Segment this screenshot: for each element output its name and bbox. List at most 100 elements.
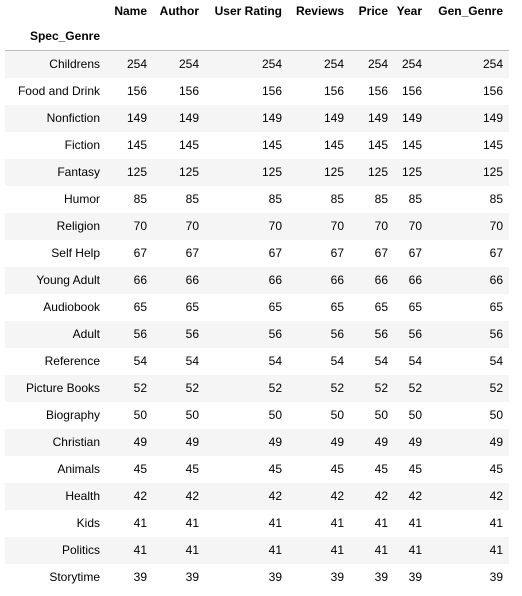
table-cell: 149 <box>178 111 199 125</box>
table-cell: 70 <box>330 219 344 233</box>
table-cell: 70 <box>133 219 147 233</box>
table-cell: 85 <box>133 192 147 206</box>
column-header-price: Price <box>358 4 388 18</box>
table-cell: 254 <box>367 57 388 71</box>
table-cell: 56 <box>185 327 199 341</box>
table-cell: 54 <box>489 354 503 368</box>
table-cell: 41 <box>489 516 503 530</box>
table-cell: 67 <box>268 246 282 260</box>
table-cell: 41 <box>185 516 199 530</box>
table-cell: 41 <box>185 543 199 557</box>
table-cell: 45 <box>489 462 503 476</box>
table-cell: 50 <box>489 408 503 422</box>
table-cell: 49 <box>374 435 388 449</box>
table-cell: 66 <box>489 273 503 287</box>
table-cell: 54 <box>185 354 199 368</box>
row-index-label: Humor <box>63 192 100 206</box>
table-cell: 52 <box>489 381 503 395</box>
column-header-author: Author <box>159 4 199 18</box>
table-cell: 254 <box>401 57 422 71</box>
table-cell: 39 <box>489 570 503 584</box>
table-cell: 65 <box>133 300 147 314</box>
column-header-year: Year <box>396 4 422 18</box>
row-index-label: Health <box>65 489 100 503</box>
table-cell: 39 <box>133 570 147 584</box>
table-row: Fantasy 125 125 125 125 125 125 125 <box>5 159 509 186</box>
table-cell: 67 <box>408 246 422 260</box>
table-cell: 50 <box>185 408 199 422</box>
table-cell: 67 <box>185 246 199 260</box>
table-cell: 52 <box>185 381 199 395</box>
table-cell: 52 <box>408 381 422 395</box>
row-index-label: Biography <box>45 408 100 422</box>
table-cell: 125 <box>323 165 344 179</box>
table-cell: 145 <box>126 138 147 152</box>
table-cell: 49 <box>185 435 199 449</box>
table-row: Health 42 42 42 42 42 42 42 <box>5 483 509 510</box>
table-cell: 39 <box>374 570 388 584</box>
table-cell: 149 <box>482 111 503 125</box>
index-corner-cell <box>5 0 106 22</box>
row-index-label: Nonfiction <box>46 111 100 125</box>
table-cell: 49 <box>408 435 422 449</box>
table-cell: 39 <box>330 570 344 584</box>
table-cell: 49 <box>268 435 282 449</box>
row-index-label: Young Adult <box>36 273 100 287</box>
column-header-reviews: Reviews <box>295 4 344 18</box>
table-cell: 65 <box>330 300 344 314</box>
table-cell: 41 <box>408 516 422 530</box>
table-cell: 39 <box>268 570 282 584</box>
table-cell: 52 <box>374 381 388 395</box>
table-row: Nonfiction 149 149 149 149 149 149 149 <box>5 105 509 132</box>
table-cell: 85 <box>185 192 199 206</box>
table-cell: 149 <box>323 111 344 125</box>
table-cell: 125 <box>367 165 388 179</box>
table-cell: 42 <box>133 489 147 503</box>
table-row: Humor 85 85 85 85 85 85 85 <box>5 186 509 213</box>
table-cell: 156 <box>178 84 199 98</box>
table-cell: 66 <box>185 273 199 287</box>
table-cell: 149 <box>401 111 422 125</box>
table-cell: 145 <box>323 138 344 152</box>
table-cell: 145 <box>178 138 199 152</box>
row-index-label: Fantasy <box>57 165 100 179</box>
table-cell: 156 <box>126 84 147 98</box>
table-cell: 85 <box>330 192 344 206</box>
table-cell: 56 <box>330 327 344 341</box>
table-row: Self Help 67 67 67 67 67 67 67 <box>5 240 509 267</box>
table-cell: 66 <box>133 273 147 287</box>
table-cell: 49 <box>489 435 503 449</box>
table-cell: 42 <box>330 489 344 503</box>
table-cell: 149 <box>367 111 388 125</box>
table-cell: 42 <box>268 489 282 503</box>
table-cell: 70 <box>489 219 503 233</box>
table-cell: 54 <box>374 354 388 368</box>
table-row: Biography 50 50 50 50 50 50 50 <box>5 402 509 429</box>
table-cell: 41 <box>330 543 344 557</box>
table-cell: 125 <box>401 165 422 179</box>
table-cell: 66 <box>408 273 422 287</box>
table-row: Picture Books 52 52 52 52 52 52 52 <box>5 375 509 402</box>
column-header-row: Name Author User Rating Reviews Price Ye… <box>5 0 509 22</box>
row-index-label: Self Help <box>51 246 100 260</box>
table-cell: 125 <box>482 165 503 179</box>
table-row: Adult 56 56 56 56 56 56 56 <box>5 321 509 348</box>
table-cell: 45 <box>374 462 388 476</box>
row-index-label: Politics <box>61 543 100 557</box>
table-cell: 39 <box>185 570 199 584</box>
table-cell: 67 <box>489 246 503 260</box>
table-cell: 42 <box>185 489 199 503</box>
table-cell: 254 <box>261 57 282 71</box>
row-index-label: Adult <box>72 327 100 341</box>
table-cell: 52 <box>268 381 282 395</box>
table-cell: 66 <box>374 273 388 287</box>
table-cell: 41 <box>374 516 388 530</box>
table-cell: 254 <box>178 57 199 71</box>
table-cell: 54 <box>268 354 282 368</box>
row-index-label: Reference <box>44 354 100 368</box>
table-cell: 85 <box>489 192 503 206</box>
table-cell: 156 <box>261 84 282 98</box>
column-header-name: Name <box>114 4 147 18</box>
row-index-label: Audiobook <box>43 300 100 314</box>
table-cell: 156 <box>482 84 503 98</box>
